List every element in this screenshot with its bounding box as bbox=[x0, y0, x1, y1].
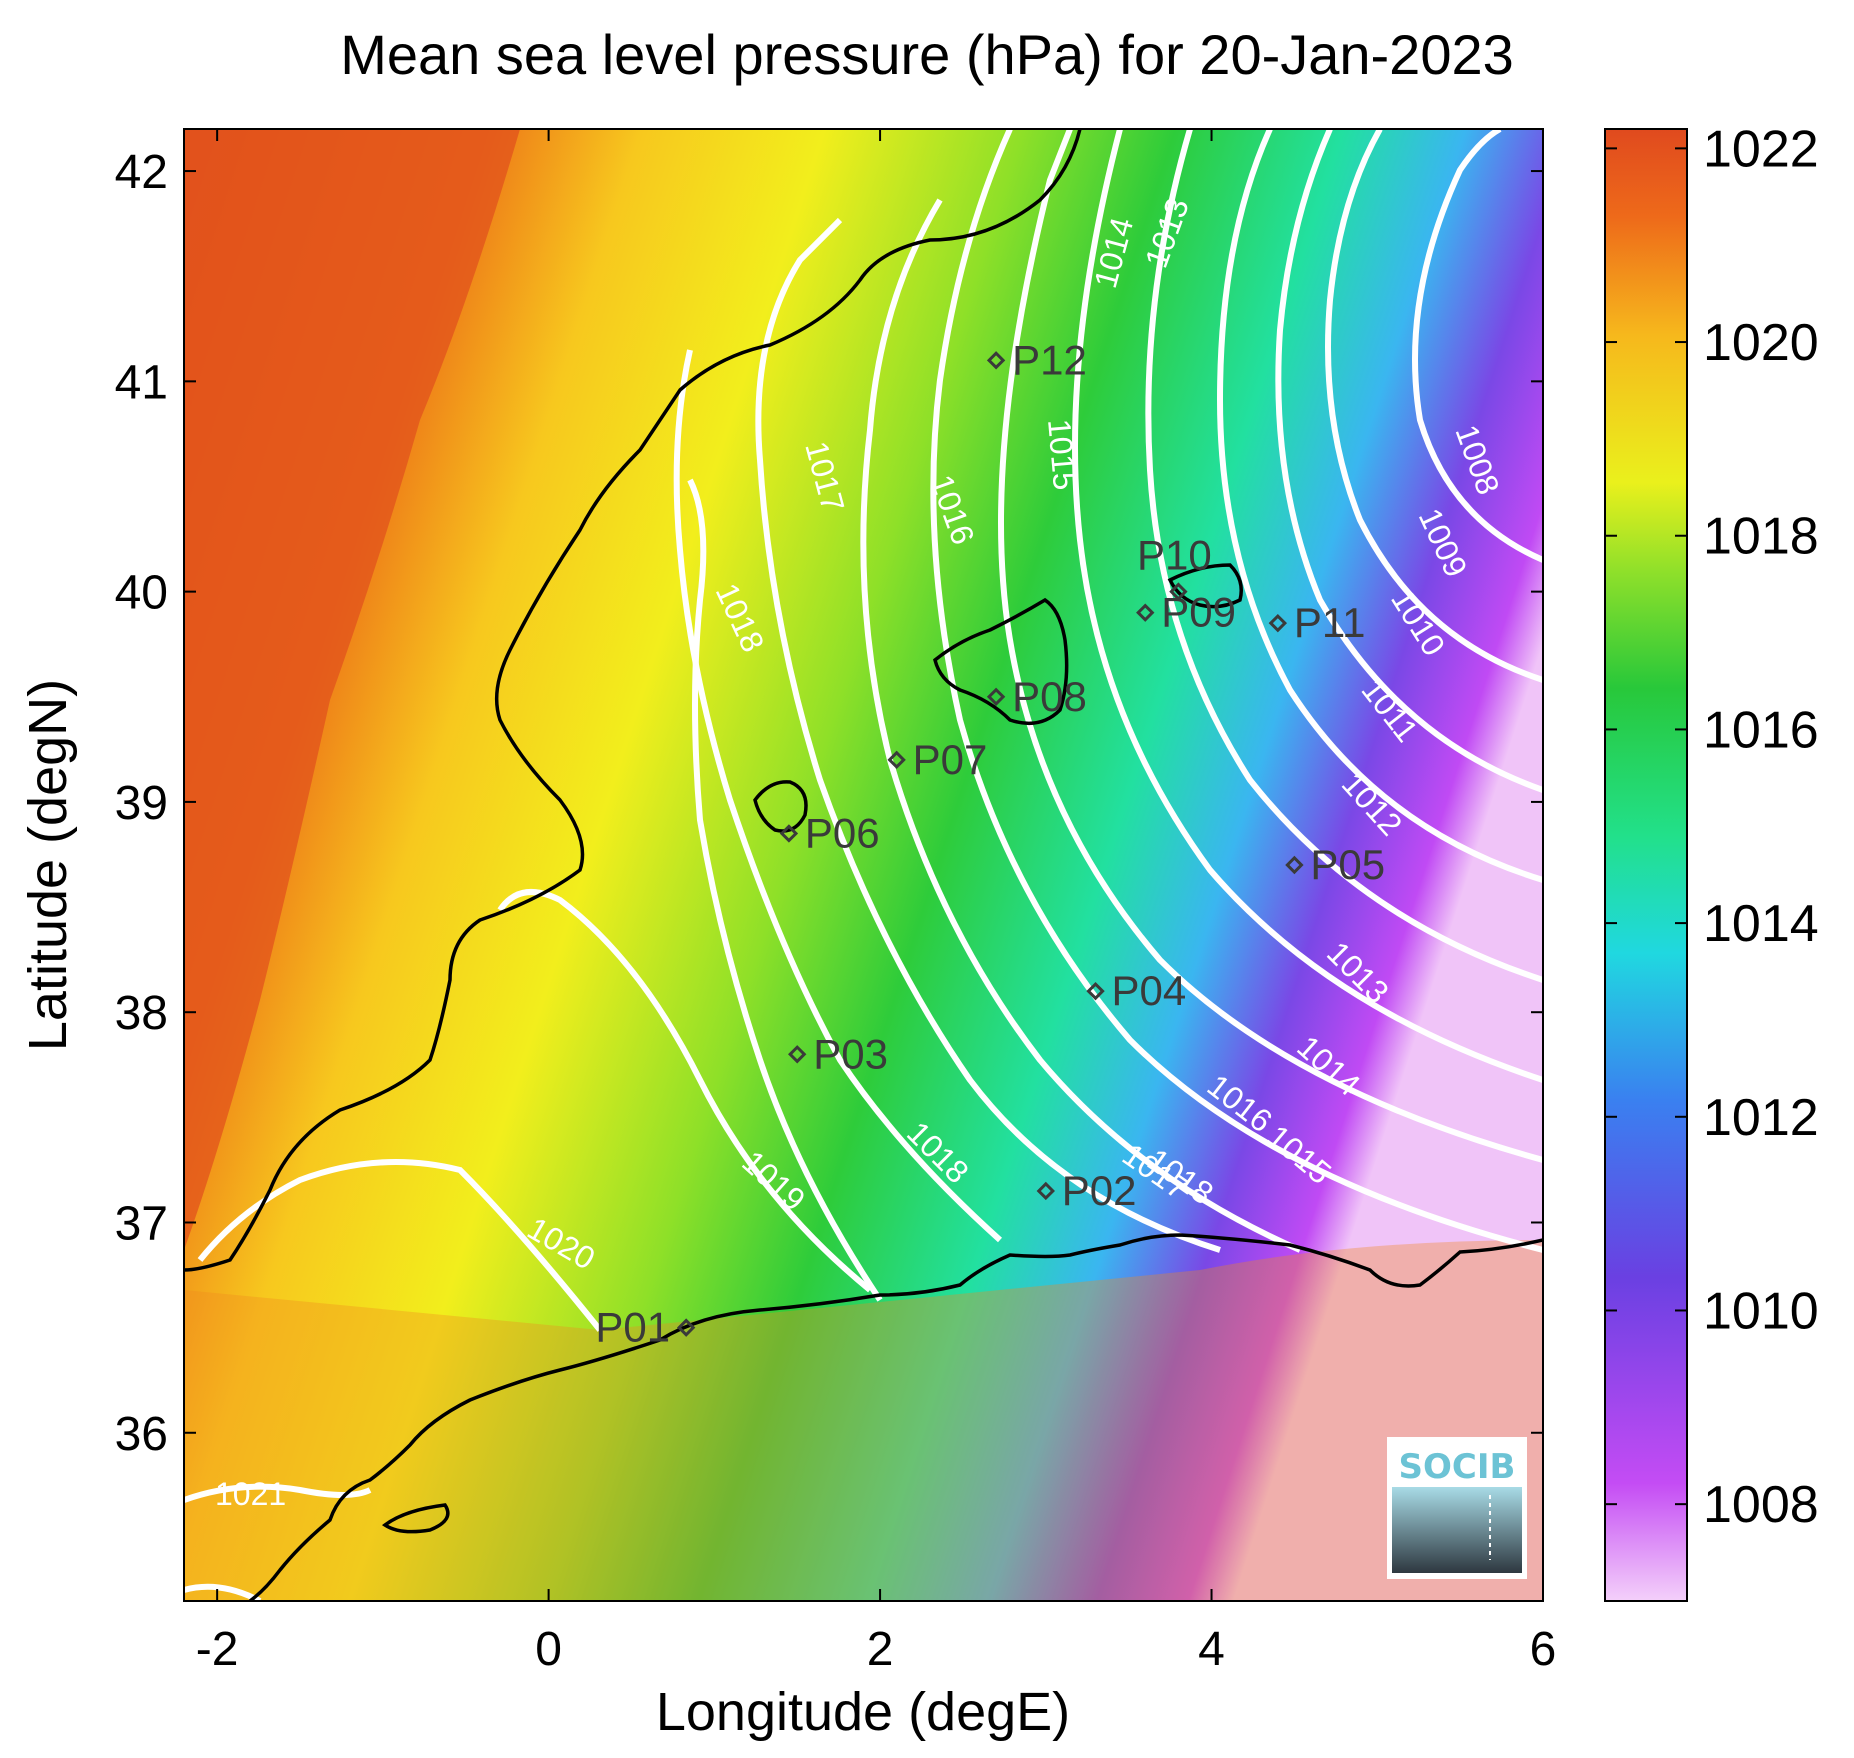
station-label: P02 bbox=[1062, 1167, 1137, 1214]
y-tick-label: 38 bbox=[115, 987, 168, 1040]
y-tick-label: 39 bbox=[115, 777, 168, 830]
y-tick-label: 41 bbox=[115, 356, 168, 409]
station-marker bbox=[1036, 1181, 1055, 1201]
station-label: P04 bbox=[1112, 967, 1187, 1014]
socib-logo: SOCIB bbox=[1387, 1437, 1527, 1579]
colorbar: 1022 1020 1018 1016 1014 1012 1010 1008 bbox=[1604, 120, 1819, 1602]
y-axis: 36 37 38 39 40 41 42 bbox=[115, 146, 1543, 1461]
isobars bbox=[184, 129, 1543, 1601]
x-tick-label: 0 bbox=[535, 1623, 562, 1676]
station-marker bbox=[986, 687, 1006, 706]
coastline bbox=[184, 129, 1543, 1601]
x-axis: -2 0 2 4 6 bbox=[196, 129, 1557, 1676]
isobar-label: 1015 bbox=[1041, 417, 1083, 491]
plot-frame bbox=[183, 128, 1544, 1602]
station-label: P05 bbox=[1310, 841, 1385, 888]
isobar-label: 1021 bbox=[215, 1476, 286, 1512]
colorbar-tick-label: 1020 bbox=[1703, 314, 1819, 372]
station-marker bbox=[788, 1045, 807, 1064]
station-label: P07 bbox=[913, 736, 988, 783]
x-tick-label: -2 bbox=[196, 1623, 239, 1676]
colorbar-tick-label: 1012 bbox=[1703, 1089, 1819, 1147]
station-label: P08 bbox=[1012, 673, 1087, 720]
station-marker bbox=[986, 351, 1006, 370]
y-tick-label: 40 bbox=[115, 567, 168, 620]
station-marker bbox=[1285, 855, 1304, 875]
colorbar-tick-label: 1018 bbox=[1703, 508, 1819, 566]
station-marker bbox=[1268, 613, 1288, 633]
x-axis-title: Longitude (degE) bbox=[656, 1682, 1070, 1742]
station-marker bbox=[1086, 981, 1105, 1001]
station-marker bbox=[779, 824, 799, 843]
chart-title: Mean sea level pressure (hPa) for 20-Jan… bbox=[340, 23, 1514, 86]
pressure-field bbox=[184, 129, 1543, 1601]
station-label: P09 bbox=[1161, 589, 1236, 636]
colorbar-gradient bbox=[1604, 128, 1688, 1602]
station-label: P01 bbox=[595, 1304, 670, 1351]
station-label: P06 bbox=[805, 809, 880, 856]
colorbar-tick-label: 1010 bbox=[1703, 1282, 1819, 1340]
station-label: P12 bbox=[1012, 336, 1087, 383]
logo-text: SOCIB bbox=[1399, 1447, 1516, 1487]
station-marker bbox=[1169, 582, 1188, 601]
station-marker bbox=[1136, 603, 1155, 622]
colorbar-tick-label: 1014 bbox=[1703, 895, 1819, 953]
colorbar-tick-label: 1008 bbox=[1703, 1476, 1819, 1534]
y-tick-label: 36 bbox=[115, 1408, 168, 1461]
station-marker bbox=[887, 750, 906, 770]
stations: P01 P02 P03 P04 P05 P06 P07 P08 P09 P10 P11 P12 bbox=[595, 336, 1385, 1350]
station-label: P11 bbox=[1294, 599, 1366, 646]
y-tick-label: 42 bbox=[115, 146, 168, 199]
x-tick-label: 6 bbox=[1530, 1623, 1557, 1676]
colorbar-tick-label: 1016 bbox=[1703, 701, 1819, 759]
y-tick-label: 37 bbox=[115, 1197, 168, 1250]
station-marker bbox=[676, 1318, 696, 1337]
station-label: P03 bbox=[813, 1030, 888, 1077]
x-tick-label: 4 bbox=[1198, 1623, 1225, 1676]
y-axis-title: Latitude (degN) bbox=[18, 679, 78, 1051]
colorbar-tick-label: 1022 bbox=[1703, 120, 1819, 178]
station-label: P10 bbox=[1137, 532, 1212, 579]
x-tick-label: 2 bbox=[867, 1623, 894, 1676]
